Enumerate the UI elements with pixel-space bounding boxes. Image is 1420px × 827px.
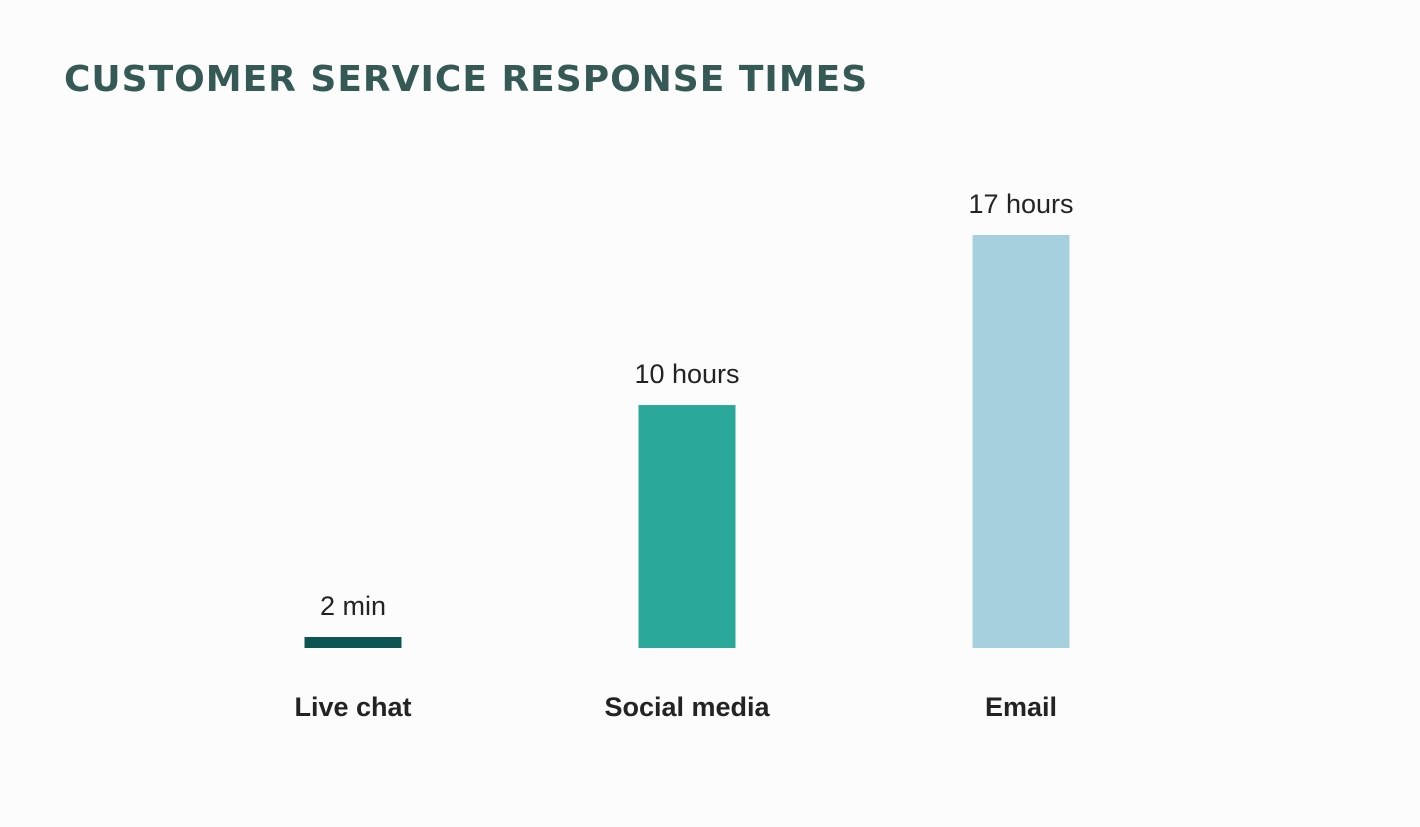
bar-social-media <box>638 405 736 648</box>
chart-title: CUSTOMER SERVICE RESPONSE TIMES <box>64 59 869 100</box>
data-label-live-chat: 2 min <box>320 591 386 621</box>
category-label-email: Email <box>985 692 1057 722</box>
bar-email <box>972 235 1070 648</box>
data-label-email: 17 hours <box>968 189 1073 219</box>
bar-live-chat <box>304 637 402 648</box>
category-label-live-chat: Live chat <box>294 692 411 722</box>
category-label-social-media: Social media <box>604 692 770 722</box>
data-label-social-media: 10 hours <box>634 359 739 389</box>
